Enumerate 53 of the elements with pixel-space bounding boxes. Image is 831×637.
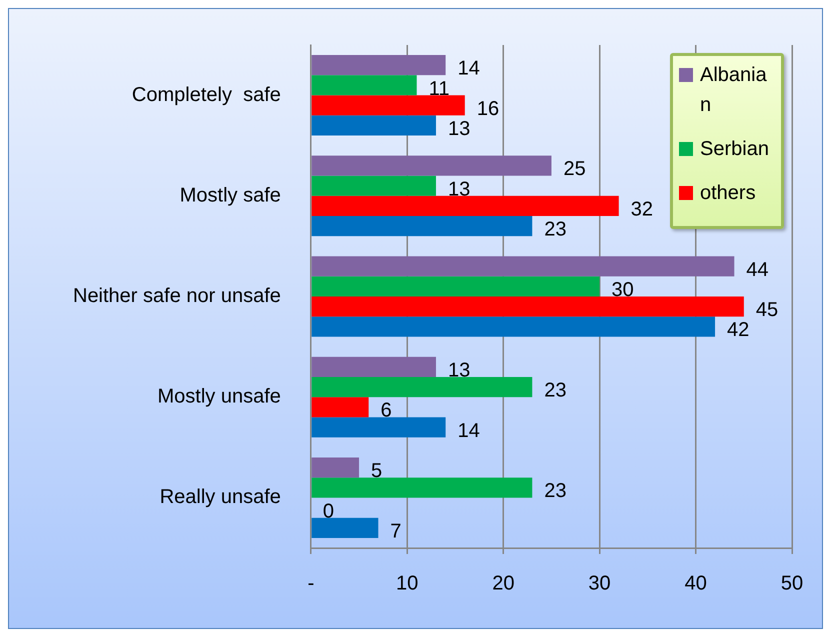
data-label: 14 bbox=[458, 58, 480, 80]
data-label: 44 bbox=[746, 258, 769, 281]
data-label: 13 bbox=[448, 178, 470, 200]
data-label: 13 bbox=[448, 359, 470, 382]
data-label: 16 bbox=[476, 98, 500, 120]
data-label: 23 bbox=[544, 218, 566, 241]
bar bbox=[312, 457, 360, 478]
y-tick-label: Completely safe bbox=[132, 84, 281, 106]
bar bbox=[312, 156, 552, 176]
x-tick-label: 30 bbox=[588, 572, 611, 595]
bar bbox=[312, 356, 436, 377]
bar bbox=[312, 276, 600, 296]
y-tick-label: Mostly unsafe bbox=[158, 386, 281, 408]
data-label: 23 bbox=[544, 380, 566, 402]
data-label: 32 bbox=[630, 198, 654, 220]
data-label: 0 bbox=[322, 500, 334, 522]
bar bbox=[312, 55, 446, 76]
data-label: 45 bbox=[756, 299, 778, 322]
bar bbox=[312, 397, 369, 418]
bar bbox=[312, 75, 417, 96]
legend-label: others bbox=[700, 181, 756, 206]
bar bbox=[312, 316, 716, 337]
data-label: 30 bbox=[612, 278, 634, 301]
bar bbox=[312, 256, 734, 276]
x-tick-label: 20 bbox=[492, 572, 514, 595]
data-label: 6 bbox=[380, 400, 392, 422]
bar bbox=[312, 518, 378, 538]
legend-label: Albanian bbox=[700, 63, 768, 118]
bar bbox=[312, 196, 619, 216]
data-label: 13 bbox=[448, 118, 470, 140]
bar bbox=[312, 478, 532, 498]
data-label: 7 bbox=[390, 520, 402, 542]
data-label: 11 bbox=[428, 78, 450, 100]
data-label: 23 bbox=[544, 480, 566, 502]
bar bbox=[312, 376, 532, 398]
bar bbox=[312, 216, 532, 236]
data-label: 42 bbox=[727, 319, 750, 342]
bar bbox=[312, 296, 744, 317]
y-tick-label: Mostly safe bbox=[180, 184, 281, 206]
x-tick-label: 50 bbox=[780, 572, 804, 595]
data-label: 5 bbox=[371, 460, 382, 482]
bar bbox=[312, 176, 436, 196]
x-tick-label: 40 bbox=[684, 572, 707, 595]
x-tick-label: - bbox=[308, 572, 314, 595]
data-label: 14 bbox=[458, 420, 480, 442]
legend-label: Serbian bbox=[700, 137, 769, 162]
y-tick-label: Really unsafe bbox=[160, 486, 281, 508]
bar bbox=[312, 115, 436, 136]
data-label: 25 bbox=[563, 158, 586, 180]
bar bbox=[312, 417, 446, 438]
x-tick-label: 10 bbox=[396, 572, 418, 595]
bar bbox=[312, 95, 465, 116]
y-tick-label: Neither safe nor unsafe bbox=[72, 285, 281, 308]
